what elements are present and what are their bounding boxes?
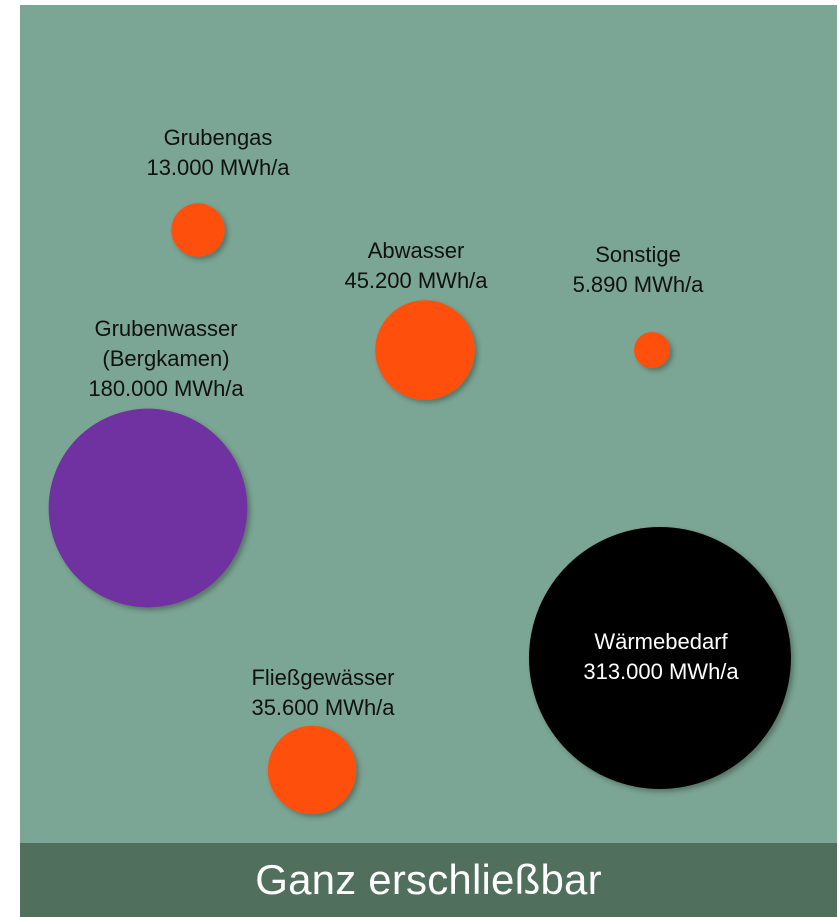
label-grubenwasser-bergkamen-line-3: 180.000 MWh/a (88, 376, 244, 401)
label-waermebedarf-line-1: Wärmebedarf (594, 629, 728, 654)
bubble-fliessgewaesser (267, 725, 357, 815)
label-grubengas-line-1: Grubengas (164, 125, 273, 150)
label-abwasser: Abwasser 45.200 MWh/a (344, 238, 488, 293)
label-grubengas: Grubengas 13.000 MWh/a (146, 125, 290, 180)
bubble-grubengas (171, 203, 225, 257)
label-grubengas-line-2: 13.000 MWh/a (146, 155, 290, 180)
label-waermebedarf: Wärmebedarf 313.000 MWh/a (583, 629, 739, 684)
bubble-waermebedarf (529, 527, 791, 789)
bubble-abwasser (375, 300, 475, 400)
label-sonstige-line-1: Sonstige (595, 242, 681, 267)
label-fliessgewaesser-line-1: Fließgewässer (251, 665, 394, 690)
bubble-grubenwasser-bergkamen (48, 408, 248, 608)
footer-banner: Ganz erschließbar (20, 843, 837, 917)
label-abwasser-line-2: 45.200 MWh/a (344, 268, 488, 293)
label-waermebedarf-line-2: 313.000 MWh/a (583, 659, 739, 684)
label-abwasser-line-1: Abwasser (368, 238, 465, 263)
label-sonstige: Sonstige 5.890 MWh/a (573, 242, 705, 297)
bubble-sonstige (634, 332, 670, 368)
label-grubenwasser-bergkamen-line-2: (Bergkamen) (102, 346, 229, 371)
label-fliessgewaesser: Fließgewässer 35.600 MWh/a (251, 665, 395, 720)
bubble-layer (48, 203, 791, 815)
label-layer: Grubengas 13.000 MWh/a Abwasser 45.200 MWh/… (88, 125, 739, 720)
label-sonstige-line-2: 5.890 MWh/a (573, 272, 705, 297)
label-grubenwasser-bergkamen: Grubenwasser (Bergkamen) 180.000 MWh/a (88, 316, 244, 401)
footer-label: Ganz erschließbar (255, 856, 602, 903)
label-fliessgewaesser-line-2: 35.600 MWh/a (251, 695, 395, 720)
label-grubenwasser-bergkamen-line-1: Grubenwasser (94, 316, 237, 341)
